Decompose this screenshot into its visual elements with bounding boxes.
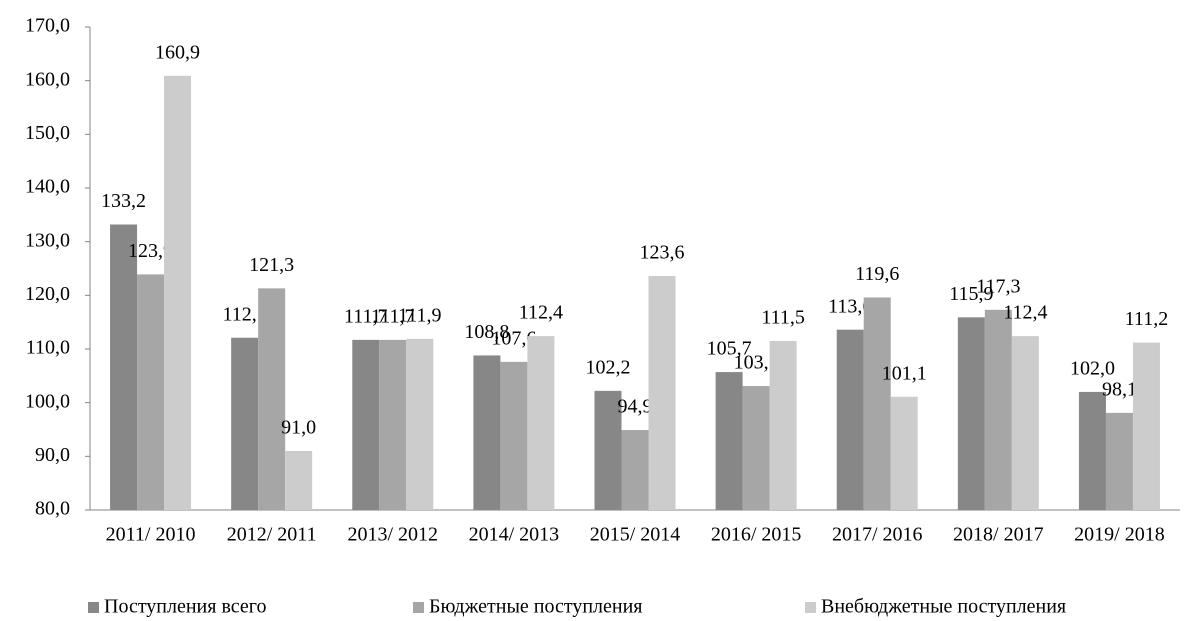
y-tick-label: 110,0 xyxy=(26,337,70,359)
value-label: 121,3 xyxy=(249,254,294,276)
bar xyxy=(984,309,1012,510)
bar xyxy=(1132,342,1160,510)
bar xyxy=(110,224,138,510)
legend-label: Поступления всего xyxy=(104,596,267,618)
value-label: 111,2 xyxy=(1125,308,1169,330)
value-label: 107,6 xyxy=(491,327,536,349)
value-label: 113,6 xyxy=(828,295,872,317)
bar xyxy=(231,337,259,510)
y-tick-label: 160,0 xyxy=(25,68,70,90)
value-label: 123,9 xyxy=(128,240,173,262)
bar xyxy=(715,372,743,510)
x-tick-label: 2015/ 2014 xyxy=(590,524,681,546)
legend-swatch xyxy=(413,602,424,613)
value-label: 108,8 xyxy=(464,321,509,343)
bar xyxy=(352,339,380,510)
value-label: 102,2 xyxy=(586,356,631,378)
legend-swatch xyxy=(805,602,816,613)
legend-label: Внебюджетные поступления xyxy=(821,596,1066,618)
x-tick-label: 2011/ 2010 xyxy=(106,524,196,546)
value-label: 119,6 xyxy=(855,263,899,285)
value-label: 123,6 xyxy=(640,242,685,264)
value-label: 117,3 xyxy=(976,275,1020,297)
legend-label: Бюджетные поступления xyxy=(429,596,643,618)
value-label: 105,7 xyxy=(707,338,752,360)
y-tick-label: 120,0 xyxy=(25,283,70,305)
value-label: 160,9 xyxy=(155,41,200,63)
value-label: 112,4 xyxy=(1003,302,1047,324)
value-label: 91,0 xyxy=(281,417,316,439)
x-tick-label: 2013/ 2012 xyxy=(347,524,438,546)
legend-swatch xyxy=(88,602,99,613)
bar xyxy=(258,288,286,510)
value-label: 103,1 xyxy=(734,352,779,374)
bar xyxy=(137,274,165,510)
bar xyxy=(527,336,555,510)
x-tick-label: 2012/ 2011 xyxy=(227,524,317,546)
bar xyxy=(285,450,313,510)
bar xyxy=(957,317,985,510)
value-label: 111,5 xyxy=(761,307,805,329)
x-tick-label: 2014/ 2013 xyxy=(469,524,560,546)
x-tick-label: 2017/ 2016 xyxy=(832,524,923,546)
bar xyxy=(1078,391,1106,510)
bar xyxy=(621,430,649,510)
value-label: 111,7 xyxy=(344,305,388,327)
value-label: 94,9 xyxy=(618,396,653,418)
bar xyxy=(1105,412,1133,510)
bar xyxy=(473,355,501,510)
bar xyxy=(890,396,918,510)
bar xyxy=(863,297,891,510)
value-label: 102,0 xyxy=(1070,358,1115,380)
value-label: 111,7 xyxy=(371,305,415,327)
x-tick-label: 2018/ 2017 xyxy=(953,524,1044,546)
value-label: 101,1 xyxy=(882,362,927,384)
y-tick-label: 140,0 xyxy=(25,176,70,198)
bar xyxy=(379,339,407,510)
x-tick-label: 2016/ 2015 xyxy=(711,524,802,546)
bar xyxy=(648,276,676,510)
y-tick-label: 80,0 xyxy=(35,498,70,520)
x-tick-label: 2019/ 2018 xyxy=(1074,524,1165,546)
value-label: 112,1 xyxy=(223,303,267,325)
value-label: 98,1 xyxy=(1102,378,1137,400)
y-tick-label: 150,0 xyxy=(25,122,70,144)
bar xyxy=(406,338,434,510)
bar xyxy=(164,75,192,510)
bar xyxy=(594,390,622,510)
value-label: 112,4 xyxy=(519,302,563,324)
y-tick-label: 170,0 xyxy=(25,15,70,37)
bar xyxy=(500,361,528,510)
bar xyxy=(836,329,864,510)
value-label: 133,2 xyxy=(101,190,146,212)
value-label: 115,9 xyxy=(949,283,993,305)
y-tick-label: 130,0 xyxy=(25,229,70,251)
value-label: 111,9 xyxy=(398,304,442,326)
bar xyxy=(769,340,797,510)
y-tick-label: 100,0 xyxy=(25,390,70,412)
y-tick-label: 90,0 xyxy=(35,444,70,466)
bar xyxy=(742,386,770,510)
bar xyxy=(1011,336,1039,510)
